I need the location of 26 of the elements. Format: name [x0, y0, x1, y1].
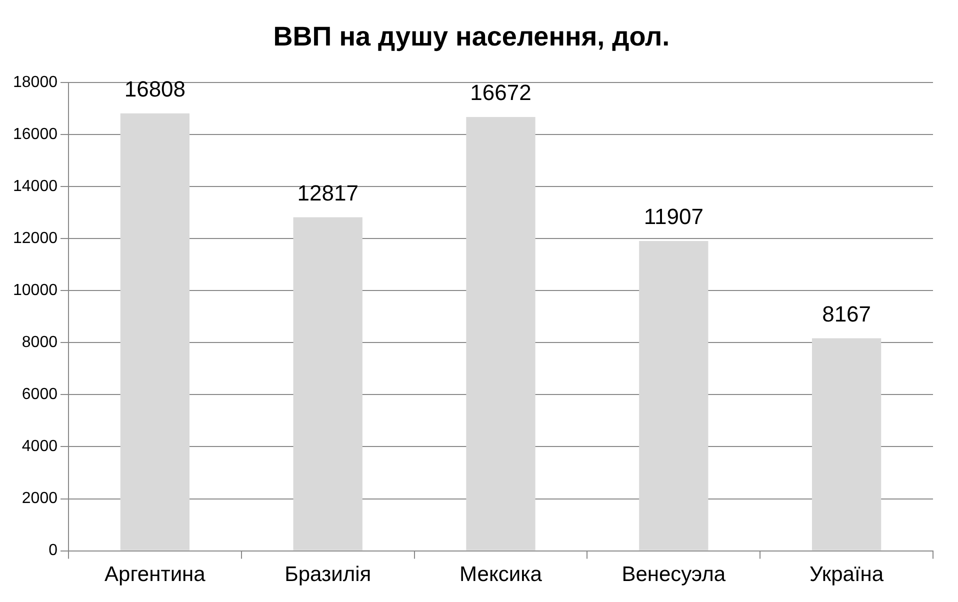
y-tick-label: 18000 — [12, 74, 58, 91]
y-tick-label: 14000 — [12, 178, 58, 195]
y-tick-label: 0 — [48, 542, 58, 560]
chart-title: ВВП на душу населення, дол. — [273, 22, 670, 52]
x-tick-label: Венесуэла — [622, 563, 726, 586]
y-tick-label: 16000 — [12, 126, 58, 143]
y-tick-label: 10000 — [12, 282, 58, 299]
x-tick-label: Мексика — [460, 563, 542, 586]
x-tick-label: Аргентина — [104, 563, 206, 586]
y-tick-label: 12000 — [12, 230, 58, 247]
y-tick-label: 6000 — [22, 386, 58, 404]
data-label: 8167 — [822, 301, 872, 326]
y-tick-label: 8000 — [22, 334, 58, 352]
bar — [466, 116, 536, 550]
data-label: 11907 — [644, 204, 704, 230]
x-tick-label: Україна — [810, 563, 884, 586]
bar — [120, 113, 190, 550]
bar — [812, 338, 882, 550]
bar — [639, 240, 708, 550]
bar — [293, 217, 362, 550]
y-tick-label: 2000 — [22, 490, 58, 508]
data-label: 12817 — [297, 180, 358, 206]
y-tick-label: 4000 — [22, 438, 58, 456]
data-label: 16672 — [470, 80, 532, 106]
data-label: 16808 — [124, 76, 186, 102]
x-tick-label: Бразилія — [284, 563, 372, 586]
